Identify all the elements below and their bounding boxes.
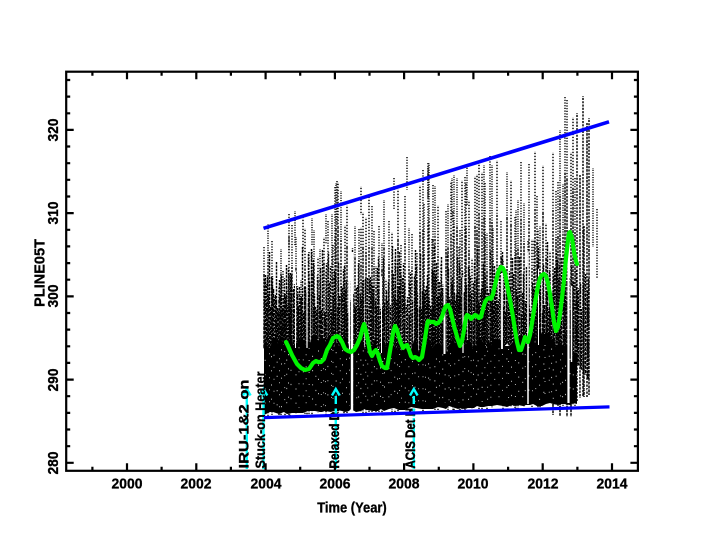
- svg-text:2000: 2000: [112, 476, 143, 492]
- svg-text:2008: 2008: [389, 476, 420, 492]
- svg-text:2002: 2002: [181, 476, 212, 492]
- svg-text:290: 290: [46, 369, 62, 392]
- svg-text:IRU-1&2 on: IRU-1&2 on: [236, 380, 251, 469]
- svg-text:2010: 2010: [458, 476, 489, 492]
- svg-text:300: 300: [46, 285, 62, 308]
- svg-text:310: 310: [46, 202, 62, 225]
- svg-text:ACIS Det Hsng: ACIS Det Hsng: [403, 388, 418, 469]
- svg-text:2014: 2014: [597, 476, 628, 492]
- svg-text:2004: 2004: [251, 476, 282, 492]
- svg-text:Time (Year): Time (Year): [317, 500, 387, 516]
- svg-text:Stuck-on Heater: Stuck-on Heater: [253, 371, 268, 469]
- svg-text:PLINE05T: PLINE05T: [33, 239, 49, 307]
- svg-text:2012: 2012: [528, 476, 559, 492]
- svg-text:280: 280: [46, 452, 62, 475]
- svg-text:2006: 2006: [320, 476, 351, 492]
- svg-text:Relaxed Dither: Relaxed Dither: [327, 386, 342, 469]
- svg-text:320: 320: [46, 119, 62, 142]
